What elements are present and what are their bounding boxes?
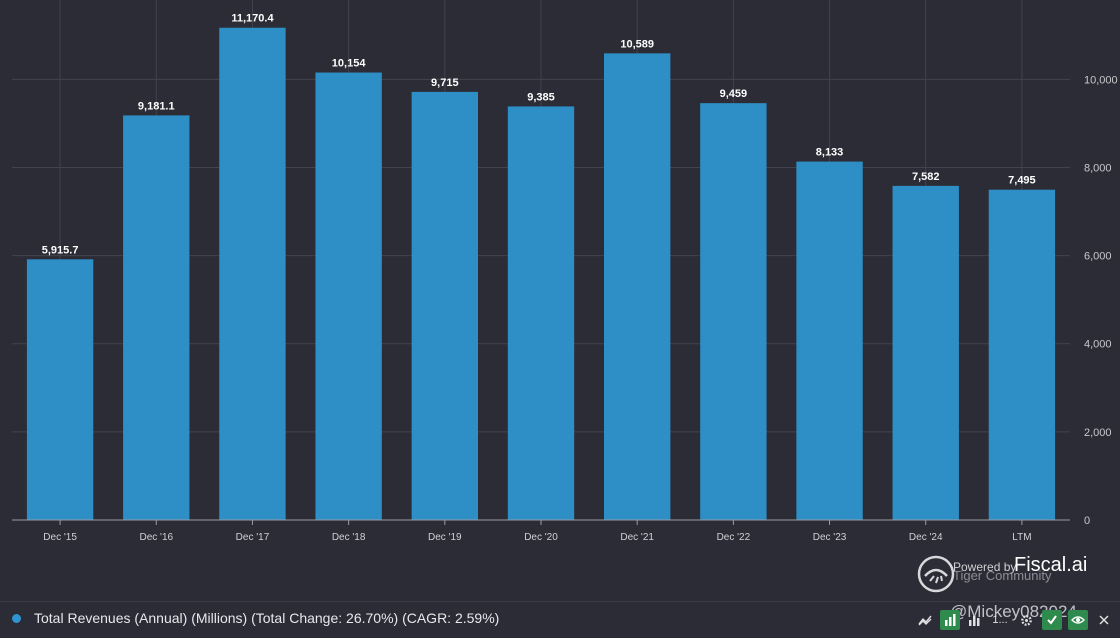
x-tick-label: Dec '17	[236, 532, 270, 543]
x-tick-label: Dec '22	[717, 532, 751, 543]
bar[interactable]	[123, 115, 190, 520]
x-tick-label: Dec '20	[524, 532, 558, 543]
bar-value-label: 10,154	[332, 58, 367, 70]
bar-chart-icon[interactable]	[964, 610, 984, 630]
bars	[26, 27, 1056, 521]
bar[interactable]	[219, 27, 286, 520]
eye-icon[interactable]	[1068, 610, 1088, 630]
bar[interactable]	[507, 106, 575, 520]
y-tick-label: 8,000	[1084, 162, 1112, 174]
bar-chart-green-icon[interactable]	[940, 610, 960, 630]
y-tick-label: 6,000	[1084, 251, 1112, 263]
legend-series-label[interactable]: Total Revenues (Annual) (Millions) (Tota…	[34, 610, 500, 626]
x-axis-ticks: Dec '15 Dec '16 Dec '17 Dec '18 Dec '19 Dec '…	[12, 519, 1070, 543]
bar[interactable]	[700, 103, 767, 520]
y-tick-label: 10,000	[1084, 74, 1118, 86]
x-tick-label: Dec '23	[813, 532, 847, 543]
bar-value-label: 9,715	[431, 77, 459, 89]
bar[interactable]	[988, 189, 1056, 521]
bar-value-label: 8,133	[816, 147, 844, 159]
y-axis-ticks: 0 2,000 4,000 6,000 8,000 10,000	[1084, 74, 1118, 527]
x-tick-label: Dec '18	[332, 532, 366, 543]
bar[interactable]	[796, 161, 863, 520]
revenue-bar-chart: 5,915.7 9,181.1 11,170.4 10,154 9,715 9,385 10…	[12, 0, 1118, 543]
line-chart-icon[interactable]	[915, 610, 935, 630]
bar-value-labels: 5,915.7 9,181.1 11,170.4 10,154 9,715 9,385 10…	[42, 13, 1036, 257]
check-icon[interactable]	[1042, 610, 1062, 630]
bar-value-label: 11,170.4	[231, 13, 274, 25]
settings-gear-icon[interactable]	[1016, 610, 1036, 630]
y-tick-label: 4,000	[1084, 339, 1112, 351]
x-tick-label: Dec '19	[428, 532, 462, 543]
bar-value-label: 5,915.7	[42, 244, 79, 256]
x-tick-label: Dec '21	[620, 532, 654, 543]
branding: Powered by Fiscal.ai Tiger Community	[916, 552, 1116, 602]
close-icon[interactable]	[1094, 610, 1114, 630]
legend-series-dot[interactable]	[12, 614, 21, 623]
bar[interactable]	[26, 259, 94, 520]
bar-value-label: 10,589	[620, 38, 654, 50]
bar[interactable]	[892, 185, 959, 520]
x-tick-label: LTM	[1012, 532, 1031, 543]
bar-value-label: 7,495	[1008, 175, 1036, 187]
bar[interactable]	[411, 91, 479, 521]
x-tick-label: Dec '16	[139, 532, 173, 543]
bar-value-label: 9,181.1	[138, 100, 175, 112]
bar-value-label: 9,459	[720, 88, 748, 100]
toolbar-count[interactable]: 1...	[992, 614, 1008, 626]
tiger-logo-icon	[917, 555, 955, 593]
y-tick-label: 2,000	[1084, 427, 1112, 439]
y-tick-label: 0	[1084, 515, 1090, 527]
watermark-text: Tiger Community	[953, 568, 1052, 583]
bar[interactable]	[603, 53, 671, 521]
bar-value-label: 9,385	[527, 91, 555, 103]
x-tick-label: Dec '15	[43, 532, 77, 543]
bar[interactable]	[315, 72, 382, 521]
powered-by-text: Powered by	[953, 560, 1017, 574]
brand-name[interactable]: Fiscal.ai	[1014, 554, 1088, 576]
bar-value-label: 7,582	[912, 171, 940, 183]
legend-bar: Total Revenues (Annual) (Millions) (Tota…	[0, 601, 1120, 638]
x-tick-label: Dec '24	[909, 532, 943, 543]
